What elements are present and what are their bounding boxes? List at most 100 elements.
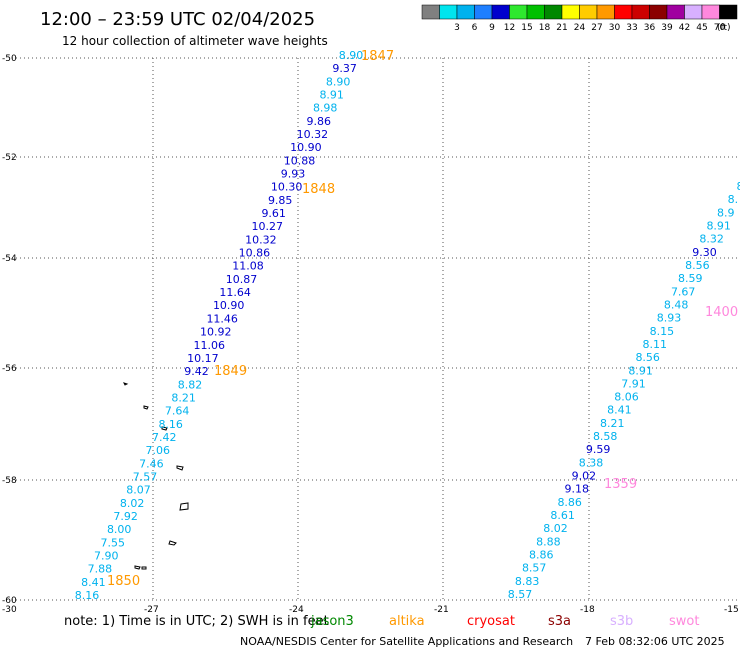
wave-height-value: 8.9 xyxy=(717,206,735,219)
wave-height-value: 7.57 xyxy=(133,471,158,484)
island-outline xyxy=(168,540,177,546)
wave-height-value: 10.92 xyxy=(200,326,232,339)
lon-label: -21 xyxy=(434,605,449,615)
wave-height-value: 9.02 xyxy=(572,470,597,483)
wave-height-value: 8.91 xyxy=(706,220,731,233)
wave-height-value: 9.42 xyxy=(184,365,209,378)
footer-note: note: 1) Time is in UTC; 2) SWH is in fe… xyxy=(64,614,329,629)
wave-height-value: 8. xyxy=(728,193,739,206)
wave-height-value: 8.61 xyxy=(550,509,575,522)
track-a: 8.909.378.908.918.989.8610.3210.9010.889… xyxy=(75,49,364,602)
legend-swatch xyxy=(579,4,598,20)
island-outlines xyxy=(123,382,189,570)
satellite-label-s3a: s3a xyxy=(548,614,571,629)
track-b: 88.8.98.918.329.308.568.597.678.488.938.… xyxy=(508,180,740,601)
legend-label: 70 xyxy=(714,23,726,33)
footer-timestamp: 7 Feb 08:32:06 UTC 2025 xyxy=(585,635,725,648)
wave-height-value: 8.56 xyxy=(635,351,660,364)
legend-label: 30 xyxy=(609,23,621,33)
legend-swatch xyxy=(666,4,685,20)
wave-height-value: 8.07 xyxy=(126,484,151,497)
legend-swatch xyxy=(439,4,458,20)
wave-height-value: 9.85 xyxy=(268,194,293,207)
legend-swatch xyxy=(561,4,580,20)
wave-height-value: 8.16 xyxy=(75,589,100,602)
legend-label: 27 xyxy=(591,23,602,33)
lat-label: -50 xyxy=(2,54,17,64)
island-outline xyxy=(179,502,189,511)
lat-label: -58 xyxy=(2,476,17,486)
wave-height-value: 8.98 xyxy=(313,102,338,115)
wave-height-value: 8.21 xyxy=(600,417,625,430)
wave-height-value: 8.58 xyxy=(593,430,618,443)
wave-height-value: 8.86 xyxy=(529,549,554,562)
wave-height-value: 8.57 xyxy=(522,562,547,575)
wave-height-value: 8.91 xyxy=(628,364,653,377)
island-outline xyxy=(123,382,129,386)
wave-height-value: 7.67 xyxy=(671,285,696,298)
legend-swatch xyxy=(491,4,510,20)
wave-height-value: 7.90 xyxy=(94,550,119,563)
legend-swatch xyxy=(701,4,720,20)
wave-height-value: 10.86 xyxy=(239,247,271,260)
legend-label: 45 xyxy=(696,23,707,33)
time-stamp: 1847 xyxy=(361,49,394,64)
satellite-label-jason3: jason3 xyxy=(310,614,354,629)
legend-swatch xyxy=(596,4,615,20)
time-stamp: 1850 xyxy=(107,574,140,589)
wave-height-value: 7.88 xyxy=(88,563,113,576)
wave-height-value: 8.16 xyxy=(158,418,183,431)
wave-height-value: 8 xyxy=(737,180,740,193)
satellite-label-s3b: s3b xyxy=(610,614,633,629)
legend-swatch xyxy=(509,4,528,20)
lon-label: -30 xyxy=(2,605,17,615)
wave-height-value: 11.46 xyxy=(206,312,238,325)
wave-height-value: 8.41 xyxy=(81,576,106,589)
wave-height-value: 9.86 xyxy=(307,115,332,128)
map-frame xyxy=(12,57,740,601)
legend-label: 15 xyxy=(521,23,532,33)
legend-label: 24 xyxy=(574,23,586,33)
wave-height-value: 7.55 xyxy=(101,536,126,549)
wave-height-value: 9.37 xyxy=(332,62,357,75)
wave-height-value: 10.87 xyxy=(226,273,258,286)
lon-label: -18 xyxy=(580,605,595,615)
legend-label: 33 xyxy=(626,23,637,33)
legend-label: 21 xyxy=(556,23,567,33)
legend-label: 9 xyxy=(489,23,495,33)
time-stamp: 1849 xyxy=(214,364,247,379)
satellite-label-cryosat: cryosat xyxy=(467,614,515,629)
island-outline xyxy=(161,426,168,431)
wave-height-value: 8.86 xyxy=(557,496,582,509)
legend-label: 3 xyxy=(454,23,460,33)
legend-label: 39 xyxy=(661,23,673,33)
wave-height-value: 7.64 xyxy=(165,405,190,418)
wave-height-value: 7.46 xyxy=(139,457,164,470)
wave-height-value: 11.08 xyxy=(232,260,264,273)
island-outline xyxy=(141,566,147,570)
wave-height-value: 8.02 xyxy=(120,497,145,510)
legend-label: 36 xyxy=(644,23,656,33)
wave-height-value: 8.59 xyxy=(678,272,703,285)
wave-height-value: 8.21 xyxy=(171,391,196,404)
lat-label: -54 xyxy=(2,254,17,264)
lon-label: -15 xyxy=(724,605,739,615)
wave-height-value: 8.57 xyxy=(508,588,533,601)
satellite-label-altika: altika xyxy=(389,614,425,629)
island-outline xyxy=(176,465,184,471)
lat-label: -56 xyxy=(2,364,17,374)
map-title: 12:00 – 23:59 UTC 02/04/2025 xyxy=(40,9,315,30)
map-subtitle: 12 hour collection of altimeter wave hei… xyxy=(62,34,328,48)
time-stamp: 1400 xyxy=(705,305,738,320)
wave-height-value: 11.64 xyxy=(219,286,251,299)
wave-height-value: 8.41 xyxy=(607,404,632,417)
legend-swatch xyxy=(456,4,475,20)
wave-height-value: 8.38 xyxy=(579,456,604,469)
legend-label: 42 xyxy=(679,23,690,33)
wave-height-value: 8.88 xyxy=(536,535,561,548)
legend-label: 12 xyxy=(504,23,515,33)
wave-height-value: 7.42 xyxy=(152,431,177,444)
wave-height-value: 10.90 xyxy=(213,299,245,312)
